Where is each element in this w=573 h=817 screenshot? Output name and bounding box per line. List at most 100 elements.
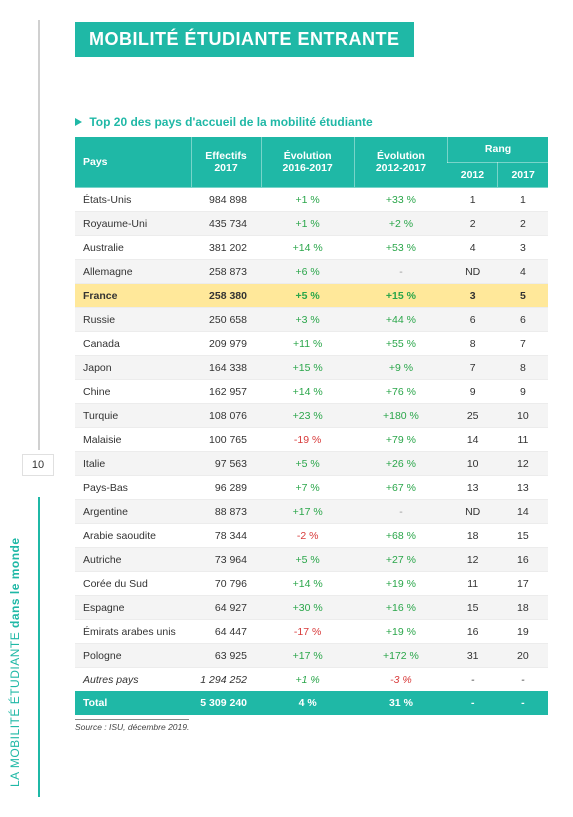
cell-e2: +2 % xyxy=(354,212,447,236)
cell-eff: 88 873 xyxy=(191,500,261,524)
cell-pays: Russie xyxy=(75,308,191,332)
cell-e1: +14 % xyxy=(261,572,354,596)
page-number-value: 10 xyxy=(32,459,44,471)
cell-r1: 16 xyxy=(448,620,498,644)
cell-r1: 12 xyxy=(448,548,498,572)
cell-e1: +5 % xyxy=(261,452,354,476)
cell-eff: 64 447 xyxy=(191,620,261,644)
cell-r1: 10 xyxy=(448,452,498,476)
cell-pays: Arabie saoudite xyxy=(75,524,191,548)
cell-r1: 13 xyxy=(448,476,498,500)
cell-r2: 16 xyxy=(498,548,548,572)
table-row: Corée du Sud70 796+14 %+19 %1117 xyxy=(75,572,548,596)
cell-r2: 3 xyxy=(498,236,548,260)
cell-e2: +67 % xyxy=(354,476,447,500)
col-evo2: Évolution2012-2017 xyxy=(354,137,447,188)
cell-e1: +5 % xyxy=(261,284,354,308)
cell-e1: +17 % xyxy=(261,500,354,524)
cell-e2: +68 % xyxy=(354,524,447,548)
col-rang-2017: 2017 xyxy=(498,162,548,188)
col-pays: Pays xyxy=(75,137,191,188)
col-evo1: Évolution2016-2017 xyxy=(261,137,354,188)
section-label-bold: dans le monde xyxy=(8,537,22,628)
table-row: Autriche73 964+5 %+27 %1216 xyxy=(75,548,548,572)
table-row: Chine162 957+14 %+76 %99 xyxy=(75,380,548,404)
section-vertical-label: LA MOBILITÉ ÉTUDIANTE dans le monde xyxy=(8,537,22,787)
cell-pays: Autres pays xyxy=(75,668,191,692)
table-row: Royaume-Uni435 734+1 %+2 %22 xyxy=(75,212,548,236)
cell-r2: 4 xyxy=(498,260,548,284)
cell-pays: Corée du Sud xyxy=(75,572,191,596)
cell-e1: -17 % xyxy=(261,620,354,644)
cell-pays: Australie xyxy=(75,236,191,260)
total-r1: - xyxy=(448,691,498,715)
table-row: Italie97 563+5 %+26 %1012 xyxy=(75,452,548,476)
cell-r1: 14 xyxy=(448,428,498,452)
cell-e2: +76 % xyxy=(354,380,447,404)
cell-pays: Royaume-Uni xyxy=(75,212,191,236)
cell-eff: 70 796 xyxy=(191,572,261,596)
cell-eff: 258 873 xyxy=(191,260,261,284)
cell-r1: 7 xyxy=(448,356,498,380)
page-content: MOBILITÉ ÉTUDIANTE ENTRANTE Top 20 des p… xyxy=(75,22,548,733)
triangle-icon xyxy=(75,118,82,126)
cell-r1: 31 xyxy=(448,644,498,668)
cell-r2: 1 xyxy=(498,188,548,212)
cell-e1: +11 % xyxy=(261,332,354,356)
table-row: France258 380+5 %+15 %35 xyxy=(75,284,548,308)
cell-pays: Pays-Bas xyxy=(75,476,191,500)
cell-e1: +23 % xyxy=(261,404,354,428)
cell-e2: +55 % xyxy=(354,332,447,356)
cell-e2: +44 % xyxy=(354,308,447,332)
cell-e1: +15 % xyxy=(261,356,354,380)
cell-eff: 984 898 xyxy=(191,188,261,212)
cell-pays: Japon xyxy=(75,356,191,380)
cell-r2: 17 xyxy=(498,572,548,596)
cell-r2: - xyxy=(498,668,548,692)
table-row: Émirats arabes unis64 447-17 %+19 %1619 xyxy=(75,620,548,644)
cell-e1: +17 % xyxy=(261,644,354,668)
table-row: Pologne63 925+17 %+172 %3120 xyxy=(75,644,548,668)
cell-r1: 4 xyxy=(448,236,498,260)
table-row: Turquie108 076+23 %+180 %2510 xyxy=(75,404,548,428)
cell-r2: 11 xyxy=(498,428,548,452)
cell-e2: +26 % xyxy=(354,452,447,476)
table-row: Pays-Bas96 289+7 %+67 %1313 xyxy=(75,476,548,500)
table-caption-text: Top 20 des pays d'accueil de la mobilité… xyxy=(89,115,372,129)
total-label: Total xyxy=(75,691,191,715)
cell-eff: 435 734 xyxy=(191,212,261,236)
cell-pays: Émirats arabes unis xyxy=(75,620,191,644)
cell-e1: +3 % xyxy=(261,308,354,332)
cell-r1: 9 xyxy=(448,380,498,404)
source-text: Source : ISU, décembre 2019. xyxy=(75,722,189,732)
cell-r1: 15 xyxy=(448,596,498,620)
cell-e2: +79 % xyxy=(354,428,447,452)
total-r2: - xyxy=(498,691,548,715)
cell-pays: Italie xyxy=(75,452,191,476)
col-evo1-label: Évolution2016-2017 xyxy=(283,150,333,175)
cell-eff: 64 927 xyxy=(191,596,261,620)
table-row: Malaisie100 765-19 %+79 %1411 xyxy=(75,428,548,452)
table-row: Canada209 979+11 %+55 %87 xyxy=(75,332,548,356)
cell-e1: +7 % xyxy=(261,476,354,500)
cell-pays: Pologne xyxy=(75,644,191,668)
table-row: Espagne64 927+30 %+16 %1518 xyxy=(75,596,548,620)
cell-eff: 97 563 xyxy=(191,452,261,476)
total-e2: 31 % xyxy=(354,691,447,715)
cell-e2: +9 % xyxy=(354,356,447,380)
cell-r1: 2 xyxy=(448,212,498,236)
cell-r2: 15 xyxy=(498,524,548,548)
section-label-prefix: LA MOBILITÉ ÉTUDIANTE xyxy=(8,628,22,787)
table-row: Japon164 338+15 %+9 %78 xyxy=(75,356,548,380)
cell-e2: +53 % xyxy=(354,236,447,260)
col-effectifs: Effectifs2017 xyxy=(191,137,261,188)
cell-r1: 8 xyxy=(448,332,498,356)
cell-pays: Malaisie xyxy=(75,428,191,452)
cell-e1: +1 % xyxy=(261,212,354,236)
cell-eff: 164 338 xyxy=(191,356,261,380)
total-e1: 4 % xyxy=(261,691,354,715)
table-footer: Total 5 309 240 4 % 31 % - - xyxy=(75,691,548,715)
table-header: Pays Effectifs2017 Évolution2016-2017 Év… xyxy=(75,137,548,188)
cell-pays: Chine xyxy=(75,380,191,404)
cell-r1: 11 xyxy=(448,572,498,596)
